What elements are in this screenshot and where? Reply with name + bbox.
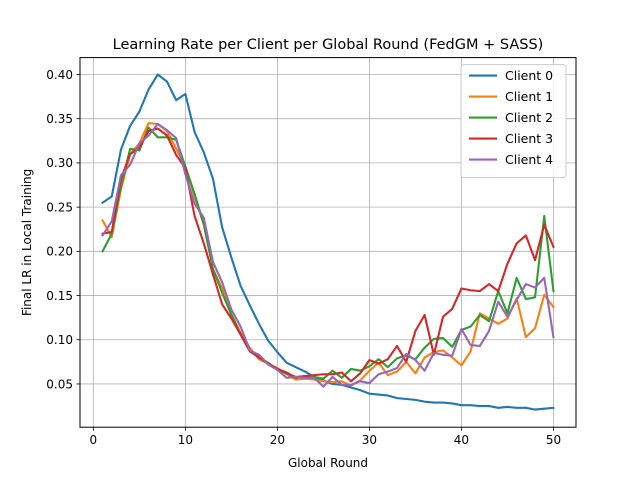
y-tick-label: 0.05 bbox=[46, 377, 73, 391]
x-tick-label: 20 bbox=[270, 433, 285, 447]
y-axis-label: Final LR in Local Training bbox=[20, 169, 34, 316]
series-lines bbox=[101, 73, 555, 411]
y-tick-label: 0.25 bbox=[46, 200, 73, 214]
y-tick-label: 0.20 bbox=[46, 245, 73, 259]
legend-label: Client 4 bbox=[505, 152, 553, 167]
plot-frame bbox=[79, 57, 577, 428]
x-axis-label: Global Round bbox=[288, 456, 368, 470]
legend-box bbox=[460, 64, 567, 179]
legend-label: Client 2 bbox=[505, 110, 553, 125]
y-tick-label: 0.15 bbox=[46, 289, 73, 303]
x-tick-label: 30 bbox=[362, 433, 377, 447]
y-tick-label: 0.30 bbox=[46, 156, 73, 170]
x-tick-label: 10 bbox=[178, 433, 193, 447]
legend-label: Client 3 bbox=[505, 131, 553, 146]
y-tick-label: 0.10 bbox=[46, 333, 73, 347]
series-line-client-3 bbox=[101, 127, 555, 383]
chart-title: Learning Rate per Client per Global Roun… bbox=[113, 37, 544, 53]
series-line-client-4 bbox=[101, 122, 555, 388]
legend-label: Client 0 bbox=[505, 68, 553, 83]
x-tick-label: 50 bbox=[546, 433, 561, 447]
y-tick-label: 0.40 bbox=[46, 68, 73, 82]
x-tick-label: 40 bbox=[454, 433, 469, 447]
legend-label: Client 1 bbox=[505, 89, 553, 104]
legend: Client 0 Client 1 Client 2 Client 3 Client 4 bbox=[460, 64, 567, 179]
grid bbox=[80, 57, 576, 428]
y-tick-label: 0.35 bbox=[46, 112, 73, 126]
x-tick-label: 0 bbox=[90, 433, 98, 447]
axis-ticks: 0 10 20 30 40 50 0.05 0.10 0.15 0.20 0.25 0.30 0.35 0… bbox=[46, 68, 561, 447]
